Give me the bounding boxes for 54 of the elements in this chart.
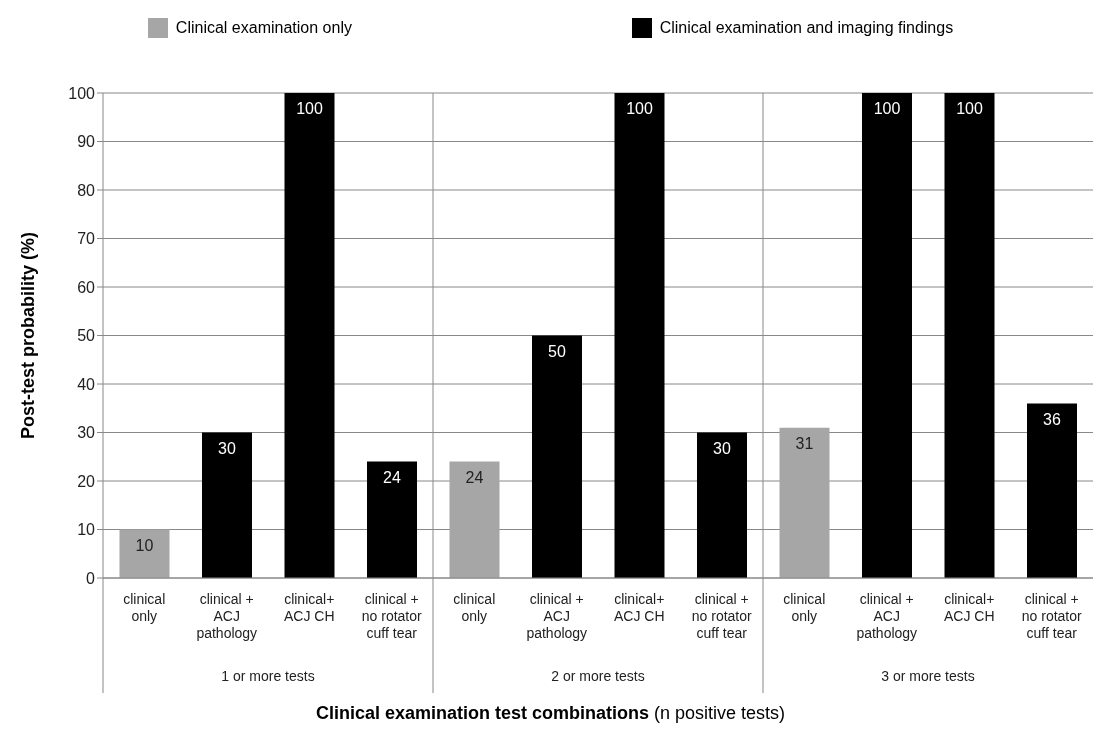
data-label: 100 [626, 100, 653, 118]
y-tick-label: 40 [77, 375, 96, 393]
data-label: 100 [956, 100, 983, 118]
x-tick-label: clinical + ACJ pathology [196, 591, 258, 641]
bar [697, 432, 747, 578]
bar [614, 93, 665, 578]
x-axis-title: Clinical examination test combinations (n positive tests) [314, 703, 787, 724]
x-tick-label: clinical+ ACJ CH [283, 591, 335, 624]
legend-label: Clinical examination only [174, 18, 352, 38]
y-tick-label: 60 [77, 278, 96, 296]
bar [367, 461, 417, 578]
data-label: 31 [795, 435, 814, 453]
text: 1 or more tests [220, 668, 316, 684]
x-tick-label: clinical+ ACJ CH [613, 591, 665, 624]
data-label: 50 [548, 342, 566, 360]
data-label: 24 [383, 468, 401, 486]
data-label: 100 [873, 100, 901, 118]
data-label: 30 [218, 439, 236, 457]
x-tick-label: clinical + no rotator cuff tear [691, 591, 753, 641]
data-label: 24 [465, 468, 484, 486]
bar [1027, 403, 1077, 578]
y-tick-label: 80 [77, 181, 96, 199]
bar [779, 427, 830, 578]
y-tick-label: 0 [86, 569, 96, 587]
data-label: 36 [1043, 410, 1061, 428]
y-tick-label: 90 [77, 133, 96, 151]
text: 2 or more tests [550, 668, 646, 684]
x-tick-label: clinical only [783, 591, 826, 624]
x-tick-label: clinical + ACJ pathology [526, 591, 588, 641]
bar [862, 93, 912, 578]
x-tick-label: clinical + ACJ pathology [856, 591, 918, 641]
y-axis-title: Post-test probability (%) [18, 231, 39, 440]
bar [944, 93, 995, 578]
legend-label: Clinical examination and imaging findings [658, 18, 954, 38]
bar [532, 335, 582, 578]
x-tick-label: clinical only [123, 591, 166, 624]
bar [449, 461, 500, 578]
y-tick-label: 10 [77, 521, 96, 539]
y-tick-label: 20 [77, 472, 96, 490]
x-tick-label: clinical + no rotator cuff tear [1021, 591, 1083, 641]
x-tick-label: clinical only [453, 591, 496, 624]
text: 3 or more tests [880, 668, 976, 684]
x-tick-label: clinical+ ACJ CH [943, 591, 995, 624]
bar [119, 529, 170, 578]
bar [202, 432, 252, 578]
data-label: 10 [135, 536, 154, 554]
bar [284, 93, 335, 578]
data-label: 30 [713, 439, 731, 457]
y-tick-label: 100 [68, 84, 96, 102]
y-tick-label: 70 [77, 230, 96, 248]
data-label: 100 [296, 100, 323, 118]
x-tick-label: clinical + no rotator cuff tear [361, 591, 423, 641]
y-tick-label: 30 [77, 424, 96, 442]
y-tick-label: 50 [77, 327, 96, 345]
